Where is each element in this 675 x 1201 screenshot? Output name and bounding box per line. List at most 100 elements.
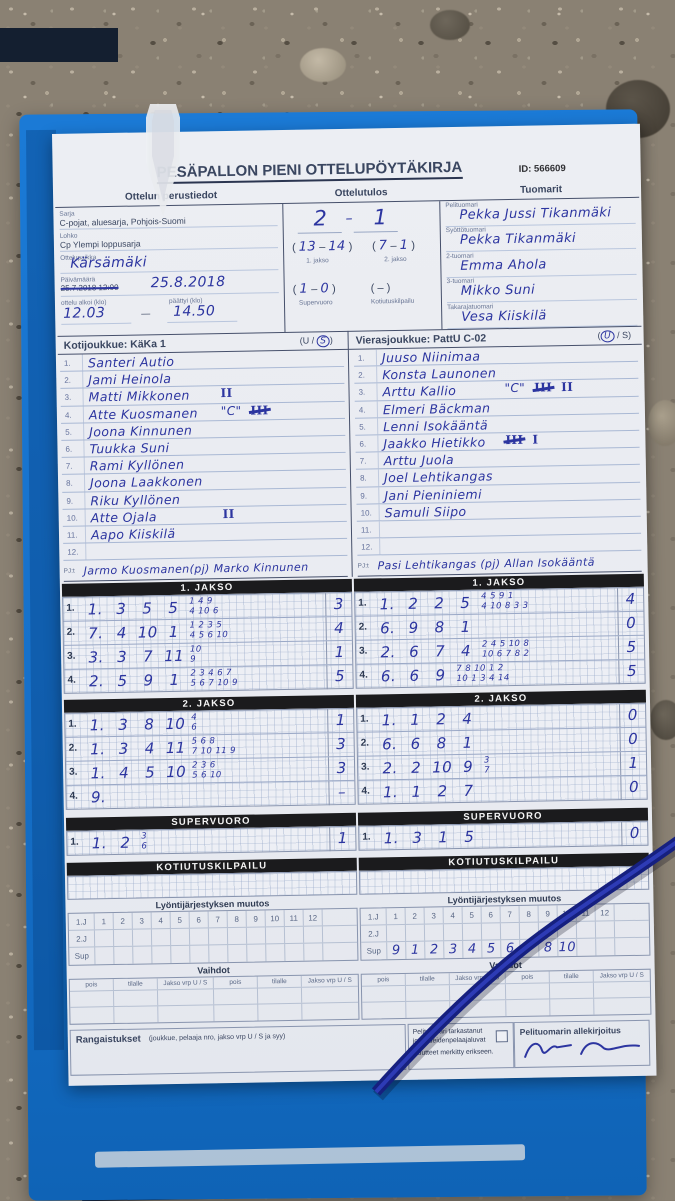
run-total: 1: [620, 752, 646, 775]
vaihdot-cell: [302, 987, 358, 1003]
player-number: 11.: [361, 525, 372, 534]
vaihdot-cell: [214, 1005, 258, 1022]
stone: [650, 700, 675, 740]
divider: [377, 435, 378, 451]
divider: [376, 367, 377, 383]
batting-cell: [133, 946, 152, 963]
score-cell: 3: [111, 739, 137, 759]
score-cell: 7: [427, 641, 453, 661]
pair-label: 1. jakso: [306, 257, 329, 264]
score-cell: 2.: [375, 642, 401, 662]
batting-cell: 11: [285, 910, 304, 926]
run-total: 1: [329, 827, 355, 851]
player-name: Atte Ojala: [91, 509, 157, 525]
batting-cell: [133, 929, 152, 945]
score-cell: 2: [403, 758, 429, 778]
score-cell: 9: [455, 757, 481, 777]
stack-top: 2 3 6: [192, 760, 222, 771]
player-number: 3.: [65, 393, 72, 402]
score-cell: 5: [109, 671, 135, 691]
umpire-name: Pekka Jussi Tikanmäki: [459, 205, 611, 223]
batting-cell: [425, 924, 444, 940]
batting-cell: [387, 925, 406, 941]
stack-top: 10: [190, 644, 202, 654]
vaihdot-header-cell: Jakso vrp U / S: [594, 970, 650, 982]
score-cell: 4: [454, 709, 480, 729]
vaihdot-cell: [550, 983, 594, 999]
scheduled-date-struck: 25.7.2018 12:00: [61, 283, 119, 293]
home-pj-handwritten: Jarmo Kuosmanen(pj) Marko Kinnunen: [84, 561, 309, 578]
batting-row-label: Sup: [69, 947, 95, 964]
score-dash: –: [345, 211, 353, 227]
score-cell: 9: [135, 670, 161, 690]
divider: [378, 487, 379, 503]
divider: [439, 201, 442, 329]
vaihdot-cell: [158, 1005, 214, 1022]
player-number: 5.: [359, 422, 366, 431]
batting-cell: 9: [247, 910, 266, 926]
batter-number: 4.: [67, 675, 76, 686]
stack-bottom: 7: [484, 765, 490, 775]
score-cell: 6.: [375, 666, 401, 686]
batting-cell: 4: [463, 941, 482, 958]
batting-cell: 5: [171, 912, 190, 928]
pair-dash: –: [308, 283, 320, 295]
vaihdot-cell: [158, 989, 214, 1005]
home-team-header: Kotijoukkue: KäKa 1: [64, 338, 166, 352]
head-umpires: Tuomarit: [471, 183, 611, 196]
score-cell: 2.: [377, 758, 403, 778]
batting-cell: [596, 921, 615, 937]
scoresheet-paper: PESÄPALLON PIENI OTTELUPÖYTÄKIRJA ID: 56…: [52, 124, 657, 1086]
kotiutus-away-grid: [359, 866, 649, 895]
score-cell: 1.: [374, 594, 400, 614]
vaihdot-cell: [114, 990, 158, 1006]
field-value: Cp Ylempi loppusarja: [60, 238, 141, 249]
score-cell: 6: [401, 666, 427, 686]
run-total: 5: [618, 660, 644, 684]
vaihdot-cell: [362, 1002, 406, 1019]
pj-label: PJ:t: [64, 568, 75, 575]
score-cell: 2: [426, 593, 452, 613]
batting-cell: [577, 939, 596, 956]
player-name: Samuli Siipo: [385, 504, 467, 520]
player-number: 2.: [358, 371, 365, 380]
stack-bottom: 5 6 10: [192, 770, 222, 781]
player-name: Joona Kinnunen: [89, 422, 192, 439]
batting-cell: 8: [539, 939, 558, 956]
score-cell: 1.: [85, 763, 111, 783]
pair-label: Kotiutuskilpailu: [371, 298, 414, 306]
batting-cell: 3: [133, 912, 152, 928]
result-pair: ( – ): [371, 280, 391, 295]
batting-cell: [228, 945, 247, 962]
batting-row-label: Sup: [361, 942, 387, 959]
batter-number: 2.: [69, 743, 78, 754]
batting-cell: 4: [444, 907, 463, 923]
player-number: 2.: [64, 376, 71, 385]
vaihdot-cell: [258, 988, 302, 1004]
divider: [376, 384, 377, 400]
run-total: 0: [619, 728, 645, 751]
player-number: 1.: [358, 354, 365, 363]
batting-cell: [247, 944, 266, 961]
stack-bottom: 4 10 6: [189, 606, 219, 617]
divider: [82, 354, 83, 370]
score-cell: 10: [429, 757, 455, 777]
check-line: Puutteet merkitty erikseen.: [413, 1048, 494, 1058]
score-cells: 1.2: [86, 833, 138, 854]
divider: [347, 331, 352, 577]
